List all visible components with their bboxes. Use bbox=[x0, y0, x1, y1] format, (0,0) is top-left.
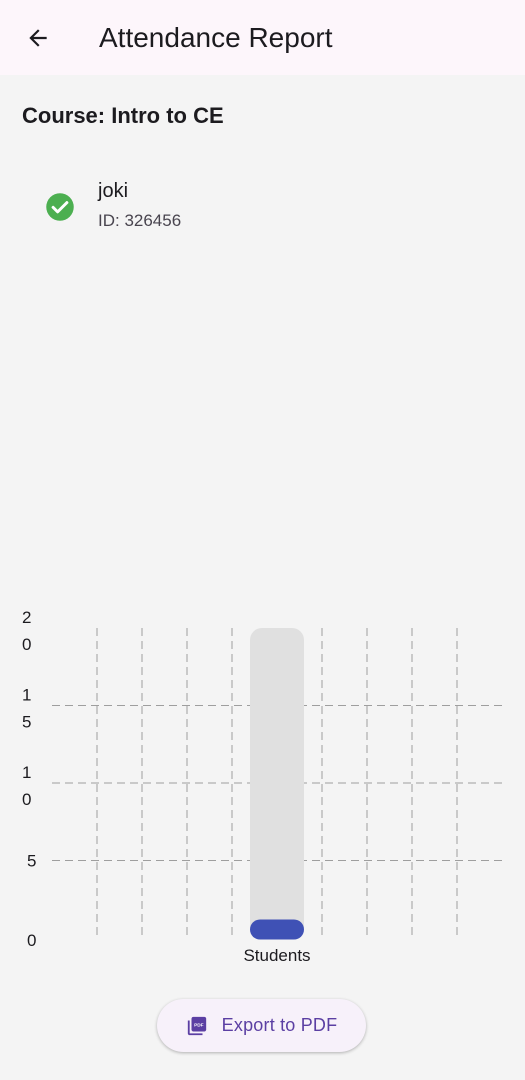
page-title: Attendance Report bbox=[99, 22, 333, 53]
check-circle-icon bbox=[46, 193, 74, 221]
y-tick-label: 5 bbox=[27, 852, 36, 871]
app-bar: Attendance Report bbox=[0, 0, 525, 75]
svg-text:PDF: PDF bbox=[194, 1022, 204, 1028]
course-title: Course: Intro to CE bbox=[22, 103, 224, 128]
list-item[interactable]: joki ID: 326456 bbox=[0, 160, 525, 250]
y-tick-label-line: 1 bbox=[22, 686, 31, 705]
export-pdf-label: Export to PDF bbox=[221, 1015, 338, 1035]
bar-background bbox=[250, 628, 304, 938]
x-tick-label: Students bbox=[243, 946, 310, 965]
pdf-icon: PDF bbox=[187, 1016, 206, 1035]
student-id: ID: 326456 bbox=[98, 211, 182, 230]
arrow-left-icon bbox=[29, 29, 47, 47]
y-tick-label-line: 0 bbox=[22, 635, 31, 654]
y-tick-label-line: 2 bbox=[22, 608, 31, 627]
attendance-chart: 0 5 1 0 1 5 2 0 Students bbox=[0, 595, 525, 975]
bar bbox=[250, 919, 304, 940]
y-tick-label-line: 5 bbox=[22, 713, 31, 732]
export-pdf-button[interactable]: PDF Export to PDF bbox=[157, 999, 366, 1052]
y-tick-label: 0 bbox=[27, 931, 36, 950]
student-name: joki bbox=[98, 180, 129, 202]
y-tick-label-line: 0 bbox=[22, 790, 31, 809]
y-tick-label-line: 1 bbox=[22, 763, 31, 782]
back-button[interactable] bbox=[14, 14, 62, 62]
